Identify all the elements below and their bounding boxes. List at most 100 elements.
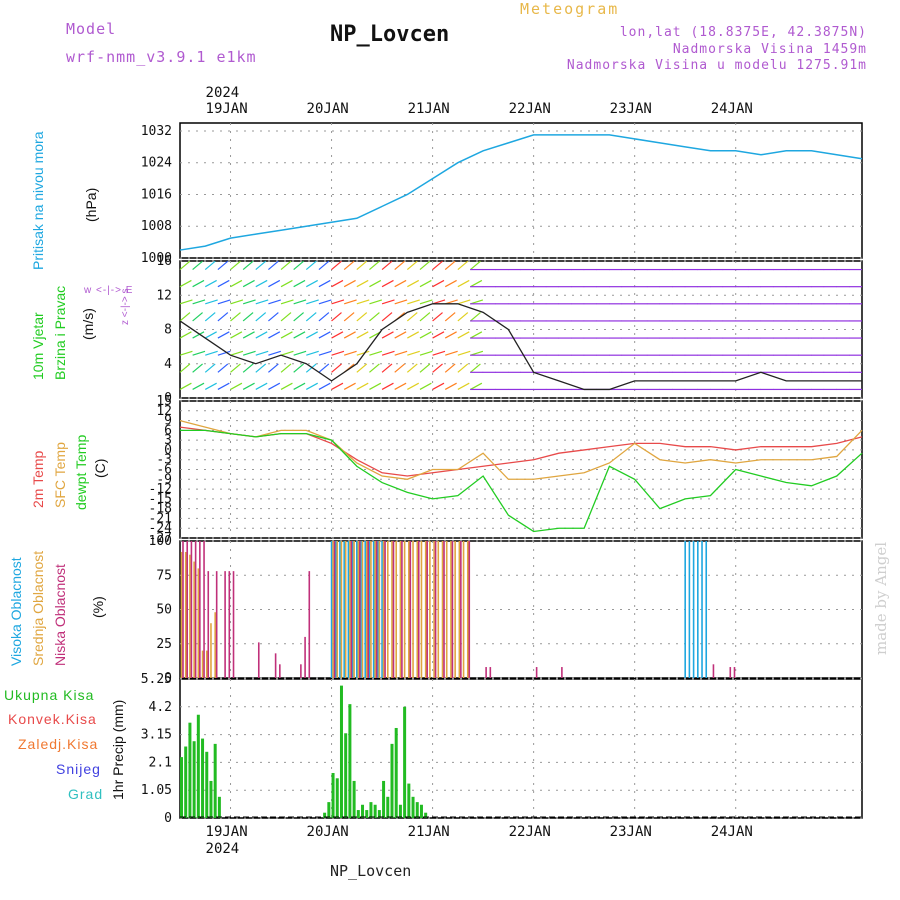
wind-arrow-39-6: [344, 299, 357, 305]
bottom-day-label-4: 23JAN: [610, 824, 652, 840]
cloud-tick-0: 100: [149, 534, 172, 549]
meteogram-label: Meteogram: [520, 0, 620, 18]
top-year-label: 2024: [206, 85, 240, 101]
wind-arrow-18-4: [255, 331, 268, 339]
temp-line-2: [180, 429, 863, 533]
wind-arrow-3-6: [192, 299, 206, 305]
altitude-label: Nadmorska Visina 1459m: [672, 42, 867, 57]
wind-arrow-6-2: [204, 363, 216, 373]
precip-bar-4: [196, 714, 200, 818]
temp-tick-7: -6: [156, 463, 172, 478]
wind-arrow-54-3: [407, 350, 420, 356]
precip-bar-5: [201, 738, 205, 818]
wind-arrow-36-4: [331, 331, 344, 339]
wind-arrow-69-8: [470, 260, 481, 271]
wind-arrow-9-1: [217, 382, 230, 390]
wind-arrow-6-7: [204, 279, 217, 288]
wind-arrow-6-1: [204, 382, 217, 390]
wind-arrow-39-4: [343, 331, 356, 339]
precip-bar-28: [398, 804, 402, 818]
wind-arrow-9-7: [217, 279, 230, 288]
wind-arrow-51-4: [394, 331, 407, 339]
wind-arrow-33-7: [318, 279, 331, 288]
wind-arrow-21-3: [268, 350, 282, 356]
wind-arrow-21-7: [268, 279, 281, 288]
wind-arrow-9-5: [217, 312, 229, 322]
wind-arrow-36-5: [331, 312, 342, 322]
temp-tick-6: -3: [156, 453, 172, 468]
wind-arrow-3-3: [192, 350, 206, 356]
bottom-day-label-2: 21JAN: [408, 824, 450, 840]
wind-arrow-15-6: [242, 299, 256, 305]
wind-arrow-15-4: [242, 331, 255, 339]
precip-bar-14: [339, 685, 343, 818]
wind-arrow-6-5: [204, 312, 216, 322]
precip-bar-9: [217, 796, 221, 818]
temp-tick-1: 12: [156, 404, 172, 419]
bottom-day-label-3: 22JAN: [509, 824, 551, 840]
wind-arrow-24-2: [280, 363, 292, 373]
precip-bar-19: [361, 804, 365, 818]
wind-arrow-66-1: [457, 382, 470, 390]
wind-arrow-45-1: [369, 382, 382, 390]
model-label: Model: [66, 20, 117, 38]
precip-bar-27: [394, 727, 398, 818]
wind-arrow-69-4: [470, 331, 483, 339]
temp-tick-3: 6: [164, 423, 172, 438]
wind-arrow-6-6: [205, 299, 218, 305]
top-day-label-5: 24JAN: [711, 101, 753, 117]
cloud-tick-2: 50: [156, 603, 172, 618]
wind-arrow-42-5: [356, 312, 368, 322]
precip-bar-11: [327, 802, 331, 818]
wind-arrow-33-3: [318, 350, 332, 356]
wind-arrow-0-7: [179, 279, 192, 288]
wind-arrow-54-5: [406, 312, 418, 322]
wind-arrow-33-6: [318, 299, 332, 305]
wind-arrow-66-5: [457, 312, 469, 322]
precip-freezing-label: Zaledj.Kisa: [18, 736, 99, 752]
wind-arrow-69-7: [470, 279, 483, 288]
panel-frame-3: [179, 540, 863, 679]
wind-arrow-12-2: [230, 363, 241, 373]
wind-arrow-3-2: [192, 363, 203, 373]
wind-arrow-63-7: [444, 279, 457, 288]
wind-arrow-63-2: [444, 363, 456, 373]
wind-arrow-12-4: [230, 331, 243, 339]
wind-arrow-42-8: [356, 260, 368, 271]
wind-arrow-9-2: [217, 363, 229, 373]
wind-arrow-48-4: [381, 331, 394, 339]
precip-bar-32: [415, 802, 419, 818]
footer-station: NP_Lovcen: [330, 862, 412, 880]
precip-tick-3: 2.1: [149, 755, 172, 770]
wind-arrow-63-1: [444, 382, 457, 390]
wind-arrow-6-4: [204, 331, 217, 339]
wind-arrow-60-1: [432, 382, 445, 390]
wind-arrow-24-3: [280, 350, 294, 356]
wind-arrow-15-5: [242, 312, 254, 322]
panel-frame-1: [179, 260, 863, 399]
wind-arrow-12-6: [230, 299, 244, 305]
wind-arrow-21-8: [268, 260, 279, 271]
temp-tick-8: -9: [156, 472, 172, 487]
wind-arrow-39-3: [344, 350, 357, 356]
temp-tick-9: -12: [149, 482, 172, 497]
precip-bar-6: [205, 751, 209, 818]
wind-arrow-66-6: [457, 299, 471, 305]
wind-arrow-42-2: [356, 363, 368, 373]
temp-tick-10: -15: [149, 492, 172, 507]
wind-arrow-45-3: [369, 350, 383, 356]
wind-arrow-45-6: [369, 299, 383, 305]
wind-arrow-33-4: [318, 331, 331, 339]
wind-arrow-6-3: [205, 350, 218, 356]
wind-arrow-48-6: [381, 299, 395, 305]
wind-arrow-39-5: [343, 312, 355, 322]
wind-arrow-42-6: [356, 299, 370, 305]
wind-arrow-42-1: [356, 382, 369, 390]
top-day-label-1: 20JAN: [307, 101, 349, 117]
precip-bar-20: [365, 810, 369, 818]
wind-compass: w <-|-> E: [84, 285, 134, 296]
wind-arrow-48-2: [381, 363, 393, 373]
precip-bar-31: [411, 796, 415, 818]
wind-arrow-36-1: [331, 382, 344, 390]
wind-arrow-0-2: [179, 363, 191, 373]
